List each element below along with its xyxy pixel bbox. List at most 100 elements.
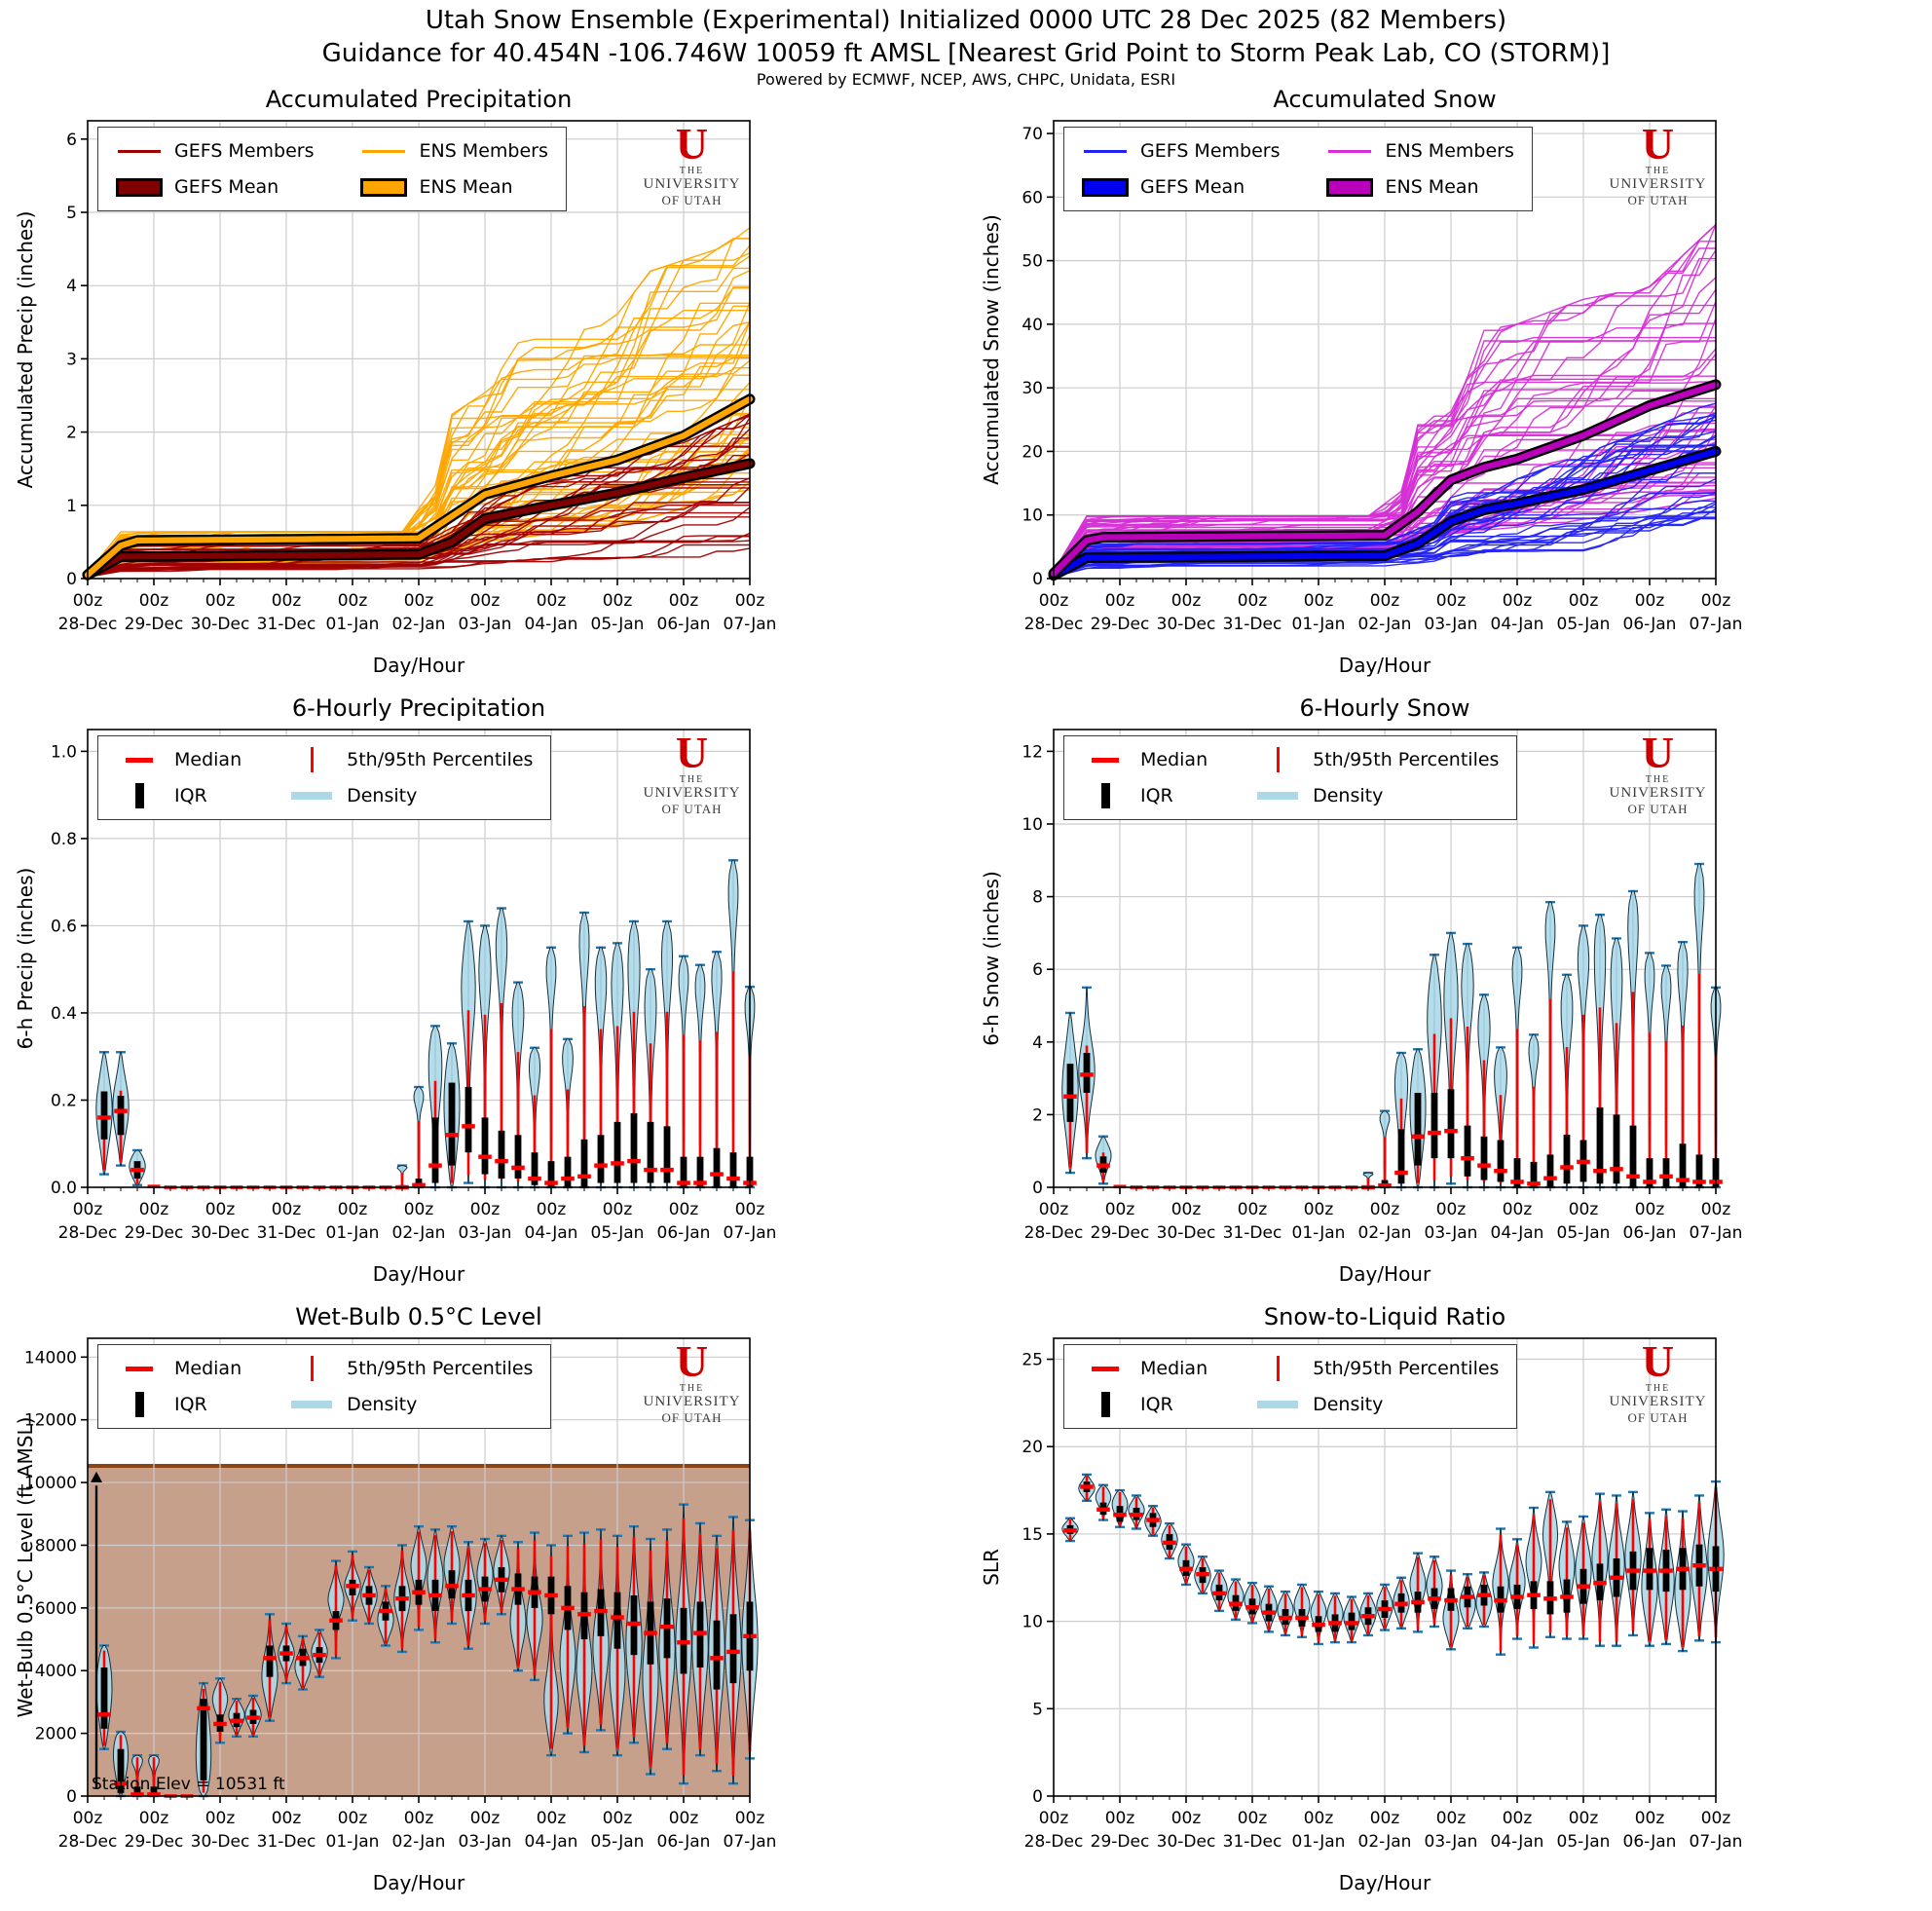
legend-item: Density [288,1391,533,1418]
svg-text:00z: 00z [272,591,302,611]
svg-text:29-Dec: 29-Dec [125,1832,184,1852]
logo-text-of-utah: OF UTAH [661,1410,723,1425]
svg-text:0: 0 [66,570,77,589]
svg-text:00z: 00z [1039,1809,1069,1828]
legend-label: ENS Members [419,140,548,162]
svg-text:2: 2 [1032,1105,1043,1125]
svg-text:05-Jan: 05-Jan [1557,615,1611,634]
svg-text:29-Dec: 29-Dec [125,615,184,634]
svg-text:28-Dec: 28-Dec [58,615,118,634]
chart-canvas: 00z 28-Dec 00z 29-Dec 00z 30-Dec 00z 31-Dec 00z 0… [1022,120,1742,634]
legend-swatch-vbar [1082,782,1129,809]
legend-item: ENS Mean [1326,173,1513,201]
svg-text:02-Jan: 02-Jan [392,615,446,634]
svg-text:00z: 00z [1105,591,1135,611]
svg-text:30-Dec: 30-Dec [1157,615,1216,634]
svg-text:30: 30 [1022,379,1043,398]
utah-u-icon: U [1641,1336,1675,1386]
svg-text:06-Jan: 06-Jan [657,1223,711,1243]
chart-canvas: 00z 28-Dec 00z 29-Dec 00z 30-Dec 00z 31-Dec 00z 0… [58,120,777,634]
svg-text:00z: 00z [669,1809,699,1828]
legend-swatch-vbar [116,782,163,809]
svg-text:00z: 00z [205,591,236,611]
svg-text:10: 10 [1022,506,1043,526]
legend-swatch-vbar [116,1391,163,1418]
svg-text:0: 0 [1032,570,1043,589]
chart-title: Snow-to-Liquid Ratio [1263,1303,1506,1330]
svg-text:01-Jan: 01-Jan [1292,615,1346,634]
legend-swatch-band [116,173,163,201]
logo-text-of-utah: OF UTAH [1627,1410,1689,1425]
svg-text:28-Dec: 28-Dec [1024,1223,1084,1243]
station-elevation-note: Station Elev = 10531 ft [92,1775,285,1794]
legend-label: 5th/95th Percentiles [1313,1358,1500,1379]
svg-text:20: 20 [1022,1438,1043,1457]
legend-item: Density [1254,1391,1499,1418]
svg-text:00z: 00z [537,1809,567,1828]
svg-text:29-Dec: 29-Dec [125,1223,184,1243]
legend-swatch-vbar [1082,1391,1129,1418]
axes-frame: 00z 28-Dec 00z 29-Dec 00z 30-Dec 00z 31-Dec 00z 0… [1022,729,1743,1243]
svg-text:00z: 00z [205,1809,236,1828]
university-of-utah-logo: U THE UNIVERSITY OF UTAH [631,731,753,817]
svg-text:05-Jan: 05-Jan [591,1223,645,1243]
logo-text-of-utah: OF UTAH [661,802,723,816]
x-axis-label: Day/Hour [1338,1262,1431,1286]
svg-text:00z: 00z [1039,1200,1069,1219]
svg-text:00z: 00z [537,591,567,611]
ensemble-mean-bands [82,393,756,581]
legend-swatch-line [116,137,163,165]
utah-u-icon: U [675,119,709,169]
svg-text:01-Jan: 01-Jan [326,1832,380,1852]
svg-text:00z: 00z [603,1809,633,1828]
credits-line: Powered by ECMWF, NCEP, AWS, CHPC, Unida… [756,70,1176,89]
svg-text:07-Jan: 07-Jan [724,615,777,634]
svg-text:00z: 00z [73,1200,103,1219]
svg-text:30-Dec: 30-Dec [1157,1223,1216,1243]
x-axis-label: Day/Hour [372,1262,465,1286]
legend-swatch-hline [1082,1355,1129,1382]
x-axis-label: Day/Hour [372,654,465,677]
svg-text:00z: 00z [735,591,765,611]
chart-title: Accumulated Precipitation [265,86,573,113]
svg-text:00z: 00z [139,1809,169,1828]
legend-label: GEFS Members [1140,140,1281,162]
svg-text:10000: 10000 [24,1474,77,1493]
legend-item: GEFS Mean [116,173,314,201]
svg-text:31-Dec: 31-Dec [257,1223,316,1243]
svg-text:4: 4 [1032,1033,1043,1053]
svg-text:00z: 00z [73,1809,103,1828]
svg-text:00z: 00z [1304,591,1334,611]
svg-text:07-Jan: 07-Jan [1690,1223,1743,1243]
svg-text:00z: 00z [1238,1809,1268,1828]
svg-text:03-Jan: 03-Jan [459,1223,512,1243]
legend-label: ENS Mean [419,176,513,198]
svg-text:00z: 00z [1701,1809,1731,1828]
svg-text:02-Jan: 02-Jan [1358,1223,1412,1243]
legend-item: Density [1254,782,1499,809]
legend-label: Density [347,1394,418,1415]
svg-text:01-Jan: 01-Jan [1292,1832,1346,1852]
svg-text:29-Dec: 29-Dec [1091,1223,1150,1243]
svg-text:00z: 00z [272,1809,302,1828]
svg-text:25: 25 [1022,1351,1043,1370]
svg-text:03-Jan: 03-Jan [1425,1223,1478,1243]
svg-text:10: 10 [1022,1613,1043,1632]
svg-text:00z: 00z [470,1200,501,1219]
legend-item: IQR [116,1391,242,1418]
utah-u-icon: U [1641,728,1675,777]
svg-text:00z: 00z [1039,591,1069,611]
svg-text:2000: 2000 [35,1725,77,1744]
legend-item: 5th/95th Percentiles [1254,746,1499,773]
legend-swatch-vline [1254,746,1301,773]
svg-text:0.2: 0.2 [51,1091,77,1110]
logo-text-university: UNIVERSITY [1609,785,1707,801]
svg-text:0: 0 [1032,1179,1043,1198]
panel-6hourly-precipitation: 6-Hourly Precipitation 6-h Precip (inche… [0,693,966,1301]
legend-label: GEFS Members [174,140,315,162]
svg-text:00z: 00z [338,1200,368,1219]
chart-title: 6-Hourly Snow [1299,694,1470,722]
svg-text:00z: 00z [1171,591,1202,611]
svg-text:05-Jan: 05-Jan [1557,1223,1611,1243]
svg-text:3: 3 [66,350,77,369]
